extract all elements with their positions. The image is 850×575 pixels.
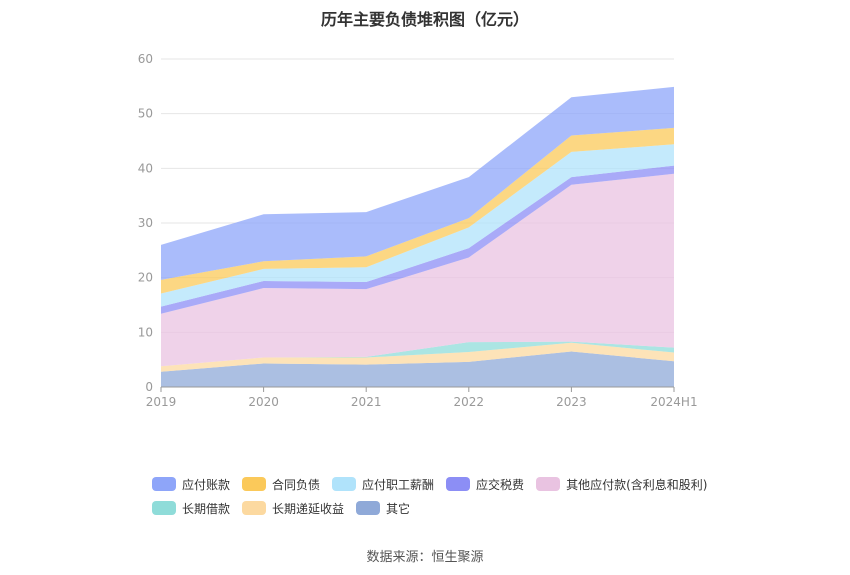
legend-label: 应交税费 — [476, 477, 525, 492]
y-tick-label: 20 — [138, 271, 153, 285]
y-tick-label: 40 — [138, 161, 153, 175]
legend-swatch — [152, 501, 176, 515]
legend-swatch — [242, 501, 267, 515]
legend-row: 长期借款 长期递延收益 其它 — [152, 496, 772, 520]
legend-item[interactable]: 长期递延收益 — [242, 500, 344, 517]
legend-label: 其他应付款(含利息和股利) — [566, 477, 708, 492]
legend-swatch — [536, 477, 561, 491]
y-tick-label: 30 — [138, 216, 153, 230]
stacked-area-chart: 0 10 20 30 40 50 60 2019 2020 2021 2022 2023 2024H1 — [138, 52, 698, 409]
legend-swatch — [242, 477, 267, 491]
legend-label: 其它 — [386, 501, 411, 516]
area-series — [161, 342, 674, 372]
y-tick-label: 60 — [138, 52, 153, 66]
legend-swatch — [356, 501, 381, 515]
y-tick-label: 10 — [138, 325, 153, 339]
y-tick-label: 50 — [138, 107, 153, 121]
legend-swatch — [332, 477, 357, 491]
x-tick-label: 2019 — [146, 395, 177, 409]
legend-swatch — [446, 477, 471, 491]
y-tick-label: 0 — [145, 380, 153, 394]
x-tick-label: 2024H1 — [650, 395, 697, 409]
legend-item[interactable]: 应付职工薪酬 — [332, 476, 434, 493]
legend-item[interactable]: 长期借款 — [152, 500, 230, 517]
area-series — [161, 86, 674, 280]
legend-swatch — [152, 477, 176, 491]
legend-label: 长期递延收益 — [272, 501, 345, 516]
area-series — [161, 127, 674, 294]
x-tick-label: 2020 — [248, 395, 279, 409]
area-series — [161, 341, 674, 367]
legend-row: 应付账款 合同负债 应付职工薪酬 应交税费 其他应付款(含利息和股利) — [152, 472, 772, 496]
area-series — [161, 173, 674, 367]
x-tick-label: 2021 — [351, 395, 382, 409]
legend-item[interactable]: 应交税费 — [446, 476, 524, 493]
data-source: 数据来源：恒生聚源 — [366, 550, 484, 565]
legend-label: 长期借款 — [182, 501, 231, 516]
area-series — [161, 351, 674, 387]
x-tick-label: 2023 — [556, 395, 587, 409]
legend-item[interactable]: 其他应付款(含利息和股利) — [536, 476, 707, 493]
legend-label: 应付职工薪酬 — [362, 477, 435, 492]
area-series — [161, 165, 674, 314]
legend-label: 应付账款 — [182, 477, 231, 492]
chart-legend: 应付账款 合同负债 应付职工薪酬 应交税费 其他应付款(含利息和股利) 长期借款 长期递延收… — [152, 472, 772, 520]
legend-item[interactable]: 其它 — [356, 500, 410, 517]
legend-item[interactable]: 应付账款 — [152, 476, 230, 493]
x-tick-label: 2022 — [454, 395, 485, 409]
area-series — [161, 144, 674, 307]
chart-title: 历年主要负债堆积图（亿元） — [320, 10, 529, 29]
legend-label: 合同负债 — [272, 477, 321, 492]
legend-item[interactable]: 合同负债 — [242, 476, 320, 493]
